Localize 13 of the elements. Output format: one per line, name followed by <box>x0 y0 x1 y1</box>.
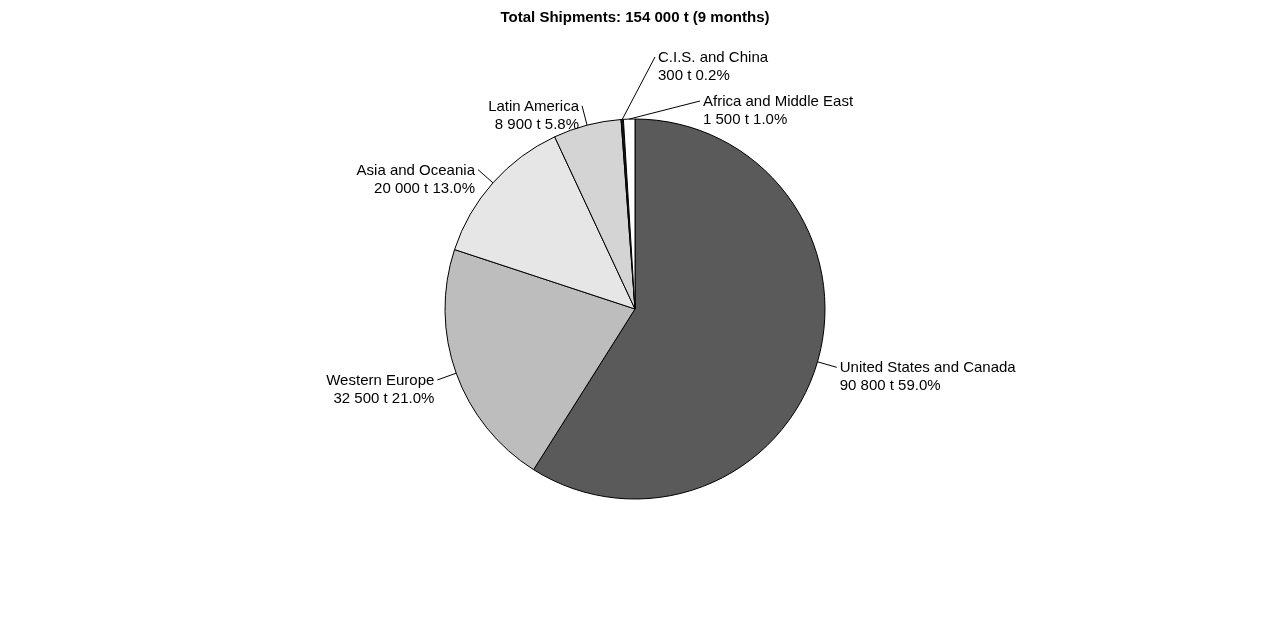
slice-label: United States and Canada <box>839 358 1017 376</box>
data-label: 300 t 0.2% <box>658 66 730 83</box>
slice-label: Western Europe <box>326 370 435 388</box>
data-label: 20 000 t 13.0% <box>374 178 475 196</box>
slice-label: Africa and Middle East <box>703 92 854 109</box>
slice-label: Latin America <box>488 96 580 114</box>
data-label: 32 500 t 21.0% <box>333 388 435 406</box>
slice-label: C.I.S. and China <box>658 48 769 65</box>
slice-label: Asia and Oceania <box>356 160 476 178</box>
data-label: 8 900 t 5.8% <box>494 114 580 132</box>
data-label: 1 500 t 1.0% <box>703 110 788 127</box>
chart-title: Total Shipments: 154 000 t (9 months) <box>500 8 770 25</box>
data-label: 90 800 t 59.0% <box>839 376 941 394</box>
